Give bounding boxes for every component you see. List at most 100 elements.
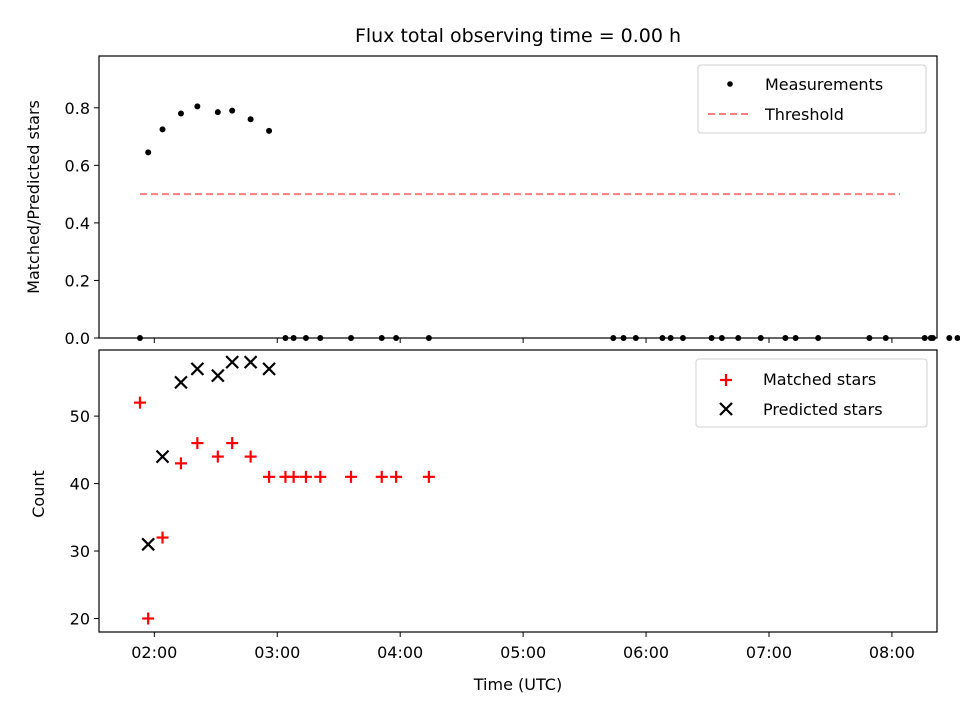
top-y-axis: 0.0 0.2 0.4 0.6 0.8	[65, 99, 99, 348]
measurement-point	[177, 110, 184, 117]
measurement-point	[229, 107, 236, 114]
bottom-series-layer	[133, 355, 435, 625]
legend-measurements-label: Measurements	[765, 75, 883, 94]
matched-star-point	[287, 470, 300, 483]
x-tick-label: 06:00	[623, 643, 669, 662]
matched-star-point	[345, 470, 358, 483]
top-series-layer	[136, 103, 960, 341]
measurement-point	[348, 335, 355, 341]
predicted-star-point	[174, 375, 188, 390]
matched-star-point	[390, 470, 403, 483]
measurement-point	[378, 335, 385, 341]
x-tick-label: 07:00	[746, 643, 792, 662]
predicted-star-point	[155, 449, 170, 464]
measurement-point	[610, 335, 617, 341]
bottom-y-tick-label: 40	[70, 475, 90, 494]
measurement-point	[393, 335, 400, 341]
top-legend: Measurements Threshold	[697, 64, 927, 134]
predicted-star-point	[225, 355, 239, 369]
matched-star-point	[191, 437, 204, 450]
legend-matched-label: Matched stars	[763, 370, 876, 389]
bottom-y-tick-label: 20	[70, 610, 90, 629]
measurement-point	[882, 335, 889, 341]
measurement-point	[290, 335, 297, 341]
x-tick-label: 05:00	[500, 643, 546, 662]
top-y-tick-label: 0.0	[65, 329, 90, 348]
measurement-point	[929, 335, 936, 341]
top-y-tick-label: 0.2	[65, 271, 90, 290]
legend-predicted-label: Predicted stars	[763, 400, 883, 419]
matched-star-point	[422, 470, 435, 483]
legend-threshold-label: Threshold	[764, 105, 844, 124]
x-axis-label: Time (UTC)	[473, 675, 562, 694]
measurement-point	[946, 335, 953, 341]
measurement-point	[214, 109, 221, 116]
matched-star-point	[156, 531, 169, 544]
measurement-point	[302, 335, 309, 341]
predicted-star-point	[141, 537, 155, 552]
measurement-point	[792, 335, 799, 341]
measurement-point	[735, 335, 742, 341]
top-y-tick-label: 0.8	[65, 99, 90, 118]
matched-star-point	[211, 450, 224, 463]
measurement-point	[718, 335, 725, 341]
top-y-tick-label: 0.6	[65, 156, 90, 175]
measurement-point	[815, 335, 822, 341]
measurement-point	[194, 103, 201, 110]
matched-star-point	[244, 450, 257, 463]
bottom-y-tick-label: 30	[70, 542, 90, 561]
measurement-point	[425, 335, 432, 341]
matched-star-point	[299, 470, 312, 483]
legend-matched-marker	[720, 374, 732, 386]
matched-star-point	[142, 612, 155, 625]
measurement-point	[921, 335, 928, 341]
top-y-axis-label: Matched/Predicted stars	[24, 100, 43, 294]
measurement-point	[145, 149, 152, 156]
x-tick-label: 08:00	[869, 643, 915, 662]
measurement-point	[659, 335, 666, 341]
measurement-point	[282, 335, 289, 341]
measurement-point	[708, 335, 715, 341]
measurement-point	[679, 335, 686, 341]
legend-predicted-marker	[719, 402, 733, 416]
bottom-y-tick-label: 50	[70, 407, 90, 426]
measurement-point	[247, 116, 254, 123]
measurement-point	[782, 335, 789, 341]
matched-star-point	[174, 457, 187, 470]
measurement-point	[266, 127, 273, 134]
top-y-tick-label: 0.4	[65, 214, 90, 233]
bottom-y-axis: 20 30 40 50	[70, 407, 99, 629]
matched-star-point	[226, 437, 239, 450]
measurement-point	[632, 335, 639, 341]
bottom-legend: Matched stars Predicted stars	[695, 358, 928, 428]
chart-title: Flux total observing time = 0.00 h	[355, 25, 681, 47]
bottom-x-axis: 02:00 03:00 04:00 05:00 06:00 07:00 08:00	[131, 632, 915, 662]
predicted-star-point	[262, 362, 276, 376]
top-legend-box	[697, 64, 927, 134]
matched-star-point	[263, 470, 276, 483]
measurement-point	[954, 335, 960, 341]
bottom-legend-box	[695, 358, 928, 428]
top-x-axis-ticks	[153, 338, 893, 343]
x-tick-label: 04:00	[377, 643, 423, 662]
measurement-point	[317, 335, 324, 341]
measurement-point	[620, 335, 627, 341]
measurement-point	[136, 335, 143, 341]
predicted-star-point	[243, 355, 258, 369]
top-plot-panel: 0.00.20.40.60.8 Matched/Predicted stars …	[24, 55, 960, 348]
matched-star-point	[133, 396, 146, 409]
bottom-y-axis-label: Count	[29, 470, 48, 518]
predicted-star-point	[211, 368, 225, 383]
measurement-point	[159, 126, 166, 133]
measurement-point	[757, 335, 764, 341]
measurement-point	[866, 335, 873, 341]
legend-measurements-marker	[727, 81, 733, 87]
matched-star-point	[314, 470, 327, 483]
measurement-point	[667, 335, 674, 341]
x-tick-label: 02:00	[131, 643, 177, 662]
predicted-star-point	[190, 362, 205, 376]
x-tick-label: 03:00	[254, 643, 300, 662]
matched-star-point	[375, 470, 388, 483]
